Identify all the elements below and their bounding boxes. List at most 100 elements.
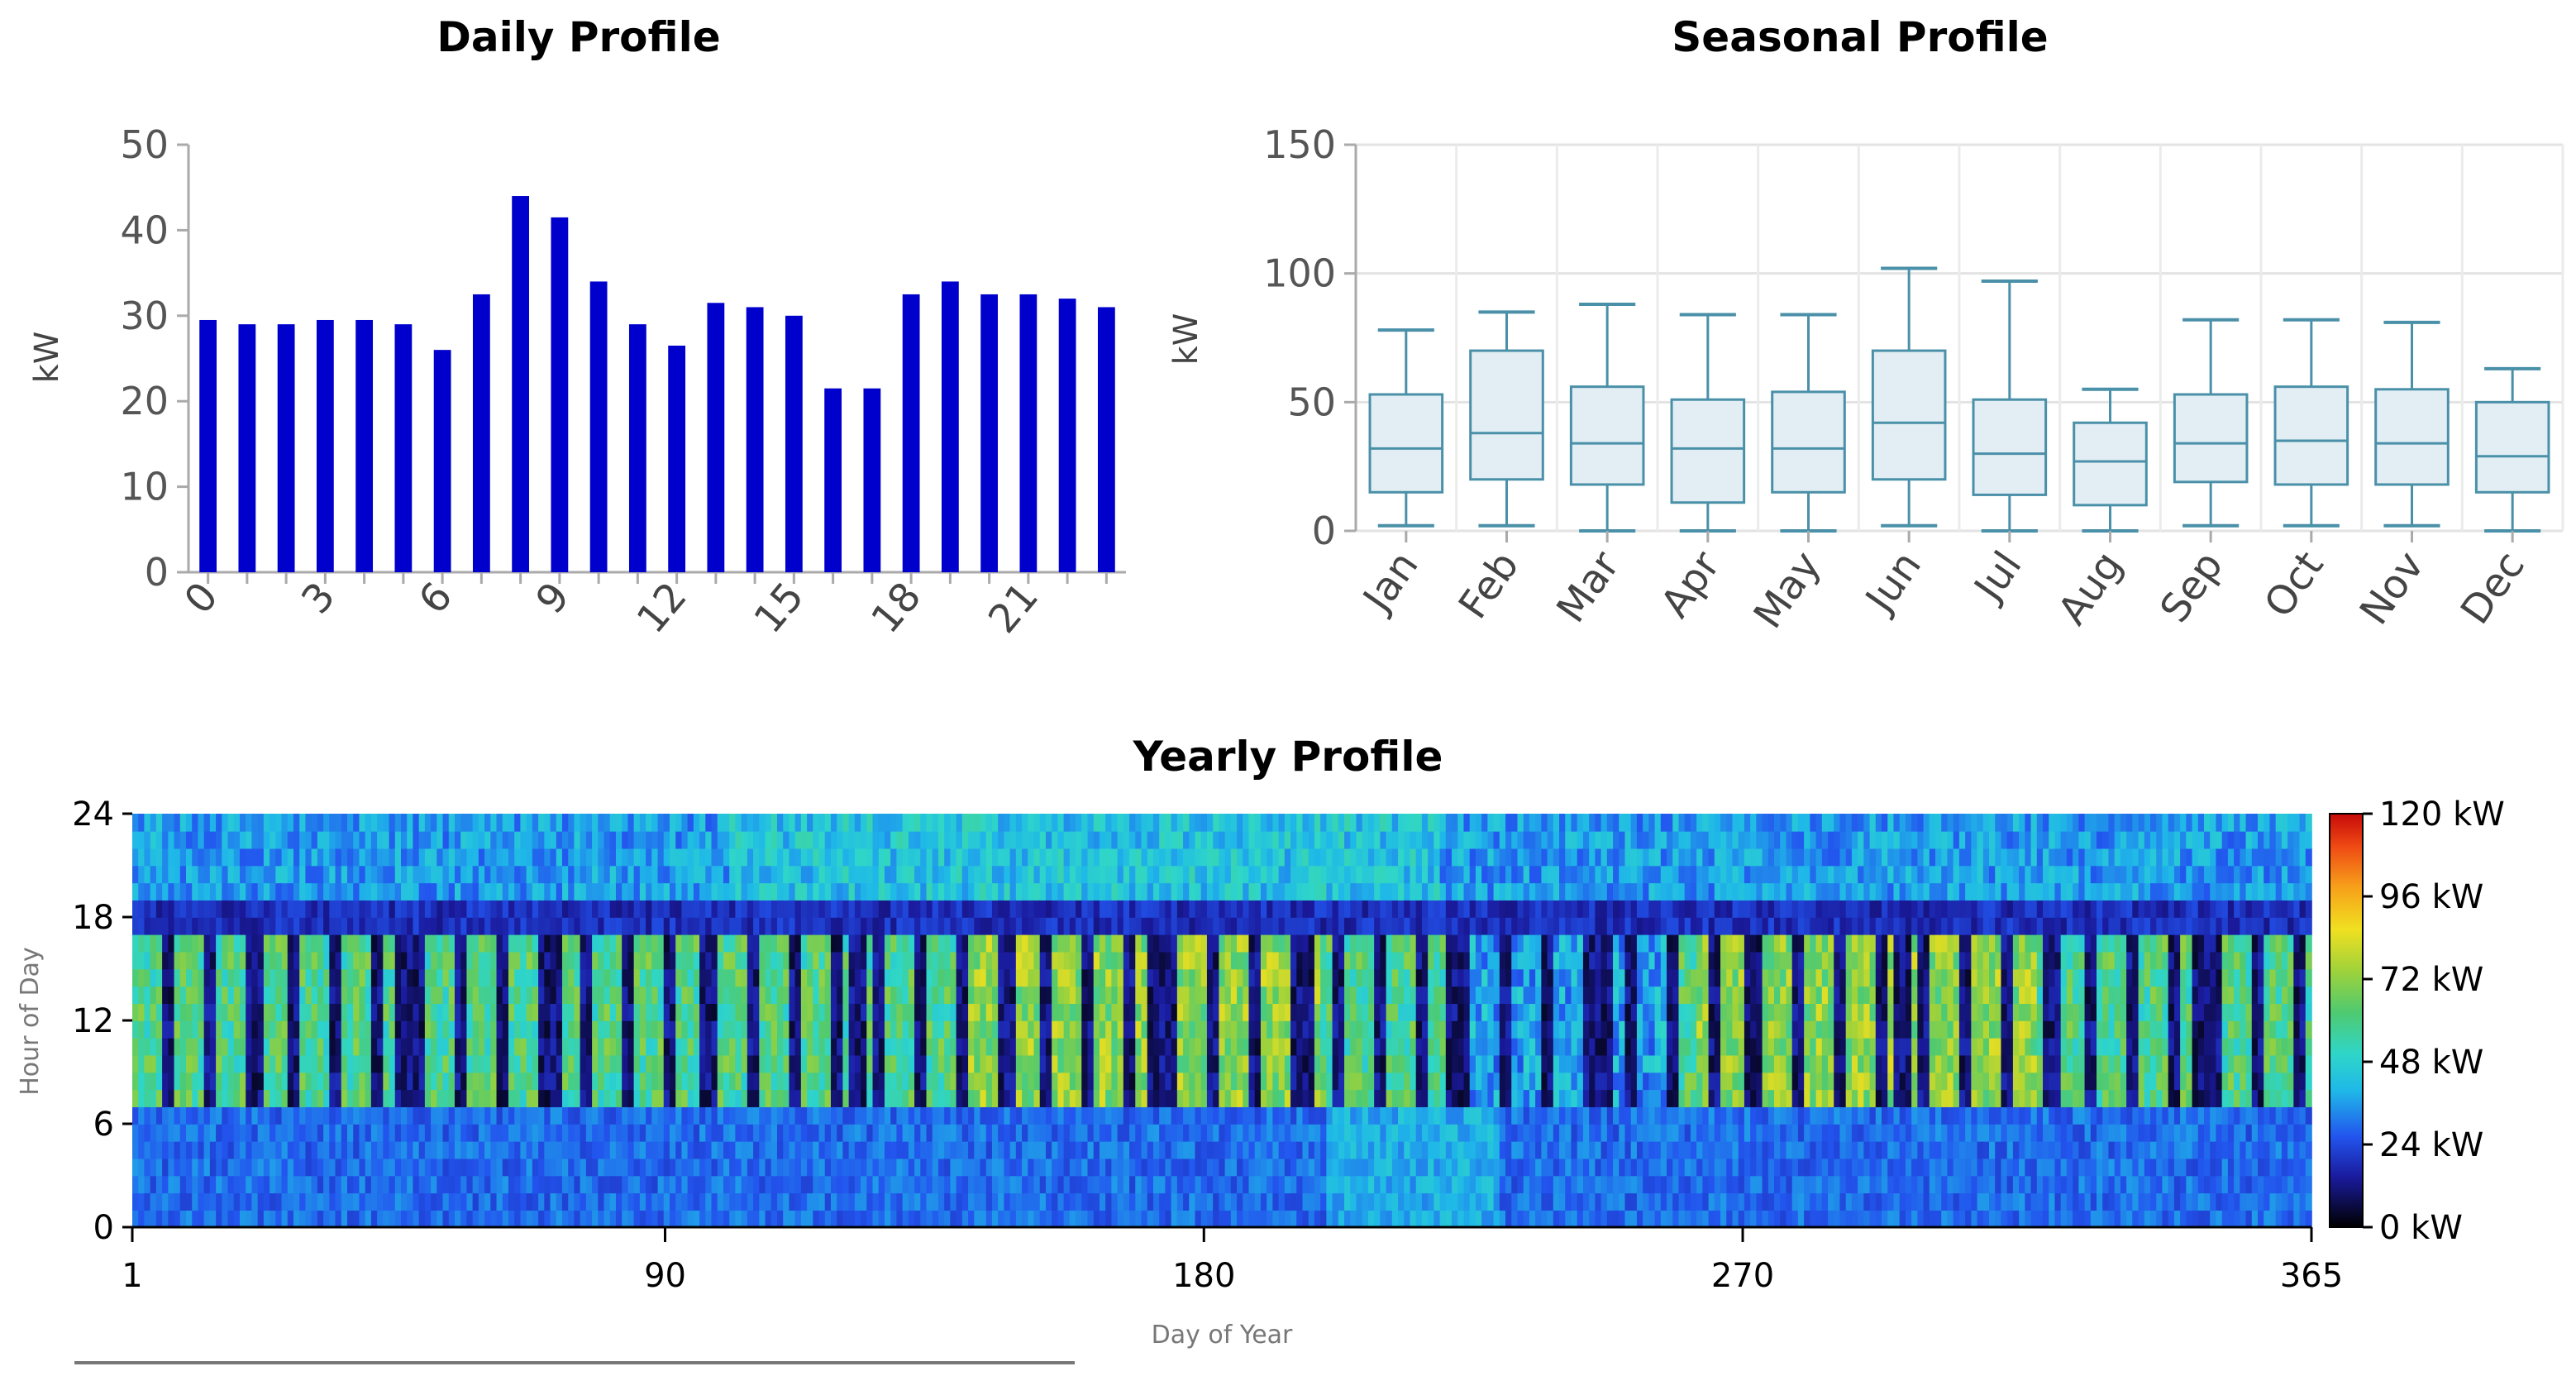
heatmap-cell [1237, 848, 1244, 867]
heatmap-cell [747, 951, 754, 970]
heatmap-cell [693, 1020, 700, 1039]
heatmap-cell [926, 1158, 933, 1177]
heatmap-cell [365, 1072, 372, 1091]
heatmap-cell [293, 1072, 301, 1091]
heatmap-cell [442, 1037, 450, 1056]
heatmap-cell [418, 882, 426, 901]
heatmap-cell [150, 882, 157, 901]
heatmap-cell [359, 1054, 366, 1073]
heatmap-cell [413, 1089, 420, 1107]
heatmap-cell [580, 1140, 587, 1159]
heatmap-cell [789, 1124, 796, 1142]
heatmap-cell [878, 865, 885, 884]
heatmap-cell [1206, 1106, 1214, 1125]
heatmap-cell [222, 865, 229, 884]
heatmap-cell [413, 1020, 420, 1039]
heatmap-cell [926, 934, 933, 953]
heatmap-cell [824, 1037, 832, 1056]
heatmap-cell [872, 1106, 880, 1125]
heatmap-cell [179, 1140, 187, 1159]
heatmap-cell [687, 986, 694, 1004]
heatmap-cell [1135, 900, 1143, 918]
heatmap-cell [937, 1054, 945, 1073]
heatmap-cell [436, 1175, 444, 1194]
heatmap-cell [209, 1037, 217, 1056]
heatmap-cell [735, 1124, 742, 1142]
heatmap-cell [1237, 900, 1244, 918]
heatmap-cell [1284, 1054, 1291, 1073]
heatmap-cell [998, 1003, 1005, 1021]
heatmap-cell [1195, 1054, 1202, 1073]
heatmap-cell [514, 1003, 522, 1021]
heatmap-cell [711, 848, 718, 867]
heatmap-cell [902, 951, 909, 970]
heatmap-cell [1314, 848, 1321, 867]
heatmap-cell [896, 1106, 904, 1125]
heatmap-cell [1141, 1089, 1148, 1107]
heatmap-cell [574, 1140, 581, 1159]
heatmap-cell [770, 1072, 778, 1091]
heatmap-cell [448, 830, 456, 849]
heatmap-cell [956, 1003, 963, 1021]
heatmap-cell [747, 1106, 754, 1125]
heatmap-cell [179, 882, 187, 901]
heatmap-cell [926, 1106, 933, 1125]
heatmap-cell [383, 917, 390, 935]
heatmap-cell [765, 1037, 772, 1056]
heatmap-cell [1290, 830, 1298, 849]
heatmap-cell [920, 1192, 928, 1211]
heatmap-cell [603, 1106, 611, 1125]
heatmap-cell [908, 1124, 915, 1142]
heatmap-cell [675, 1020, 683, 1039]
heatmap-cell [998, 1124, 1005, 1142]
heatmap-cell [1129, 865, 1137, 884]
heatmap-cell [341, 848, 348, 867]
heatmap-cell [150, 848, 157, 867]
heatmap-cell [1069, 951, 1076, 970]
heatmap-cell [1105, 1175, 1113, 1194]
heatmap-cell [179, 968, 187, 987]
heatmap-cell [861, 968, 868, 987]
heatmap-cell [413, 1072, 420, 1091]
heatmap-cell [622, 882, 629, 901]
heatmap-cell [1272, 882, 1280, 901]
heatmap-cell [550, 1175, 557, 1194]
heatmap-cell [603, 1192, 611, 1211]
heatmap-cell [1129, 917, 1137, 935]
heatmap-cell [1314, 934, 1321, 953]
heatmap-cell [699, 1037, 707, 1056]
heatmap-cell [1069, 1089, 1076, 1107]
daily-y-tick-label: 40 [120, 208, 169, 252]
heatmap-cell [209, 848, 217, 867]
heatmap-cell [508, 1020, 516, 1039]
heatmap-cell [293, 1089, 301, 1107]
heatmap-cell [1105, 900, 1113, 918]
heatmap-cell [335, 830, 342, 849]
heatmap-cell [1206, 1158, 1214, 1177]
heatmap-cell [627, 900, 635, 918]
heatmap-cell [854, 814, 861, 832]
heatmap-cell [622, 1072, 629, 1091]
heatmap-cell [1278, 1210, 1286, 1228]
heatmap-cell [908, 1089, 915, 1107]
heatmap-cell [980, 1175, 987, 1194]
heatmap-cell [800, 848, 808, 867]
heatmap-cell [937, 1020, 945, 1039]
heatmap-cell [508, 1037, 516, 1056]
heatmap-cell [317, 1020, 324, 1039]
heatmap-cell [1314, 1037, 1321, 1056]
heatmap-cell [646, 1037, 653, 1056]
heatmap-cell [502, 917, 509, 935]
heatmap-cell [926, 968, 933, 987]
heatmap-cell [490, 1175, 498, 1194]
heatmap-cell [1057, 814, 1065, 832]
heatmap-cell [729, 1089, 737, 1107]
heatmap-cell [1022, 1158, 1029, 1177]
heatmap-cell [508, 814, 516, 832]
heatmap-cell [251, 1106, 259, 1125]
heatmap-cell [209, 986, 217, 1004]
heatmap-cell [1009, 848, 1017, 867]
heatmap-cell [520, 1037, 527, 1056]
heatmap-cell [1176, 1054, 1184, 1073]
heatmap-cell [902, 968, 909, 987]
